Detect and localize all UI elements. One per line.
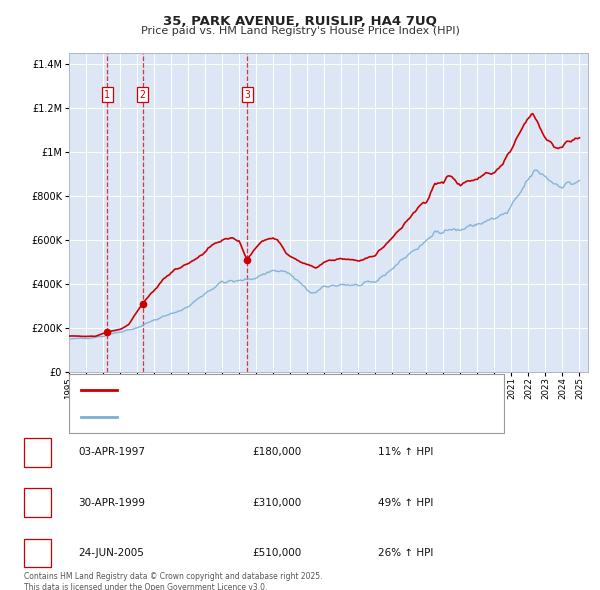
Text: 2: 2 bbox=[34, 498, 41, 507]
Text: 1: 1 bbox=[104, 90, 110, 100]
Bar bbox=[24, 539, 51, 567]
Text: 2: 2 bbox=[140, 90, 146, 100]
Text: HPI: Average price, detached house, Hillingdon: HPI: Average price, detached house, Hill… bbox=[126, 412, 349, 421]
Text: £510,000: £510,000 bbox=[252, 548, 301, 558]
Bar bbox=[69, 374, 504, 433]
Text: 30-APR-1999: 30-APR-1999 bbox=[78, 498, 145, 507]
Text: £310,000: £310,000 bbox=[252, 498, 301, 507]
Text: 24-JUN-2005: 24-JUN-2005 bbox=[78, 548, 144, 558]
Text: 11% ↑ HPI: 11% ↑ HPI bbox=[378, 447, 433, 457]
Text: 03-APR-1997: 03-APR-1997 bbox=[78, 447, 145, 457]
Text: Contains HM Land Registry data © Crown copyright and database right 2025.: Contains HM Land Registry data © Crown c… bbox=[24, 572, 323, 581]
Text: 3: 3 bbox=[34, 548, 41, 558]
Text: 26% ↑ HPI: 26% ↑ HPI bbox=[378, 548, 433, 558]
Text: 49% ↑ HPI: 49% ↑ HPI bbox=[378, 498, 433, 507]
Text: £180,000: £180,000 bbox=[252, 447, 301, 457]
Text: 1: 1 bbox=[34, 447, 41, 457]
Bar bbox=[24, 438, 51, 467]
Text: This data is licensed under the Open Government Licence v3.0.: This data is licensed under the Open Gov… bbox=[24, 584, 268, 590]
Text: 35, PARK AVENUE, RUISLIP, HA4 7UQ: 35, PARK AVENUE, RUISLIP, HA4 7UQ bbox=[163, 15, 437, 28]
Bar bbox=[24, 489, 51, 517]
Text: Price paid vs. HM Land Registry's House Price Index (HPI): Price paid vs. HM Land Registry's House … bbox=[140, 26, 460, 36]
Text: 3: 3 bbox=[244, 90, 250, 100]
Text: 35, PARK AVENUE, RUISLIP, HA4 7UQ (detached house): 35, PARK AVENUE, RUISLIP, HA4 7UQ (detac… bbox=[126, 385, 388, 394]
